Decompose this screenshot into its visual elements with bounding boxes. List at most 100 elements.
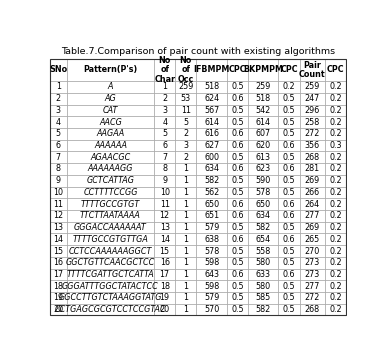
Bar xyxy=(196,222,227,234)
Text: 270: 270 xyxy=(305,246,320,256)
Bar xyxy=(248,198,278,210)
Bar xyxy=(175,128,196,140)
Text: 620: 620 xyxy=(256,141,271,150)
Bar xyxy=(67,175,154,187)
Bar xyxy=(300,105,325,116)
Text: 1: 1 xyxy=(183,176,188,185)
Text: 3: 3 xyxy=(183,141,188,150)
Text: 0.2: 0.2 xyxy=(329,176,342,185)
Bar xyxy=(67,292,154,304)
Bar xyxy=(50,151,67,163)
Text: 259: 259 xyxy=(178,83,193,91)
Bar xyxy=(154,268,175,280)
Bar xyxy=(278,175,300,187)
Bar xyxy=(50,163,67,175)
Text: 19: 19 xyxy=(160,293,170,302)
Text: 0.5: 0.5 xyxy=(231,83,244,91)
Text: 616: 616 xyxy=(204,129,219,138)
Bar xyxy=(67,140,154,151)
Bar xyxy=(50,81,67,93)
Text: 582: 582 xyxy=(256,223,271,232)
Text: GCTCATTAG: GCTCATTAG xyxy=(86,176,134,185)
Bar xyxy=(325,116,346,128)
Bar xyxy=(196,59,227,81)
Text: 0.5: 0.5 xyxy=(283,223,295,232)
Bar xyxy=(227,81,248,93)
Text: 0.6: 0.6 xyxy=(283,164,295,173)
Bar xyxy=(248,292,278,304)
Bar xyxy=(175,257,196,268)
Text: 1: 1 xyxy=(183,200,188,209)
Bar xyxy=(278,222,300,234)
Text: 1: 1 xyxy=(183,235,188,244)
Bar xyxy=(50,304,67,315)
Bar xyxy=(300,151,325,163)
Text: 582: 582 xyxy=(256,305,271,314)
Bar xyxy=(175,304,196,315)
Text: 13: 13 xyxy=(160,223,170,232)
Text: 265: 265 xyxy=(305,235,320,244)
Text: 16: 16 xyxy=(53,258,63,267)
Bar xyxy=(325,280,346,292)
Bar xyxy=(300,187,325,198)
Bar xyxy=(227,304,248,315)
Text: 0.2: 0.2 xyxy=(329,200,342,209)
Bar xyxy=(175,151,196,163)
Bar xyxy=(278,116,300,128)
Bar xyxy=(278,245,300,257)
Bar xyxy=(227,59,248,81)
Bar xyxy=(248,245,278,257)
Bar xyxy=(67,257,154,268)
Text: 11: 11 xyxy=(160,200,170,209)
Text: 567: 567 xyxy=(204,106,219,115)
Text: 0.2: 0.2 xyxy=(329,129,342,138)
Bar xyxy=(67,234,154,245)
Text: Pattern(P's): Pattern(P's) xyxy=(83,66,137,74)
Text: CPC: CPC xyxy=(229,66,246,74)
Bar xyxy=(227,245,248,257)
Text: 651: 651 xyxy=(204,211,219,220)
Text: 53: 53 xyxy=(181,94,191,103)
Text: 578: 578 xyxy=(204,246,219,256)
Text: GGGATTTGGCTATACTCC: GGGATTTGGCTATACTCC xyxy=(62,282,159,290)
Bar xyxy=(154,81,175,93)
Bar xyxy=(248,268,278,280)
Text: 259: 259 xyxy=(305,83,320,91)
Bar xyxy=(154,234,175,245)
Text: 0.5: 0.5 xyxy=(231,246,244,256)
Bar xyxy=(278,151,300,163)
Text: AGAACGC: AGAACGC xyxy=(90,153,130,162)
Bar xyxy=(248,175,278,187)
Text: TTTTCGATTGCTCATTA: TTTTCGATTGCTCATTA xyxy=(67,270,154,279)
Bar xyxy=(154,59,175,81)
Text: 269: 269 xyxy=(305,223,320,232)
Text: 13: 13 xyxy=(53,223,63,232)
Text: 600: 600 xyxy=(204,153,219,162)
Bar xyxy=(67,304,154,315)
Bar xyxy=(154,116,175,128)
Bar xyxy=(300,280,325,292)
Bar xyxy=(154,93,175,105)
Bar xyxy=(50,187,67,198)
Bar xyxy=(227,268,248,280)
Text: GGCTGTTCAACGCTCC: GGCTGTTCAACGCTCC xyxy=(66,258,155,267)
Bar xyxy=(325,268,346,280)
Text: SNo: SNo xyxy=(49,66,67,74)
Bar xyxy=(175,292,196,304)
Text: 277: 277 xyxy=(305,211,320,220)
Text: 0.5: 0.5 xyxy=(231,117,244,127)
Bar xyxy=(50,175,67,187)
Bar xyxy=(227,234,248,245)
Bar xyxy=(154,210,175,222)
Bar xyxy=(50,105,67,116)
Text: BKPMPM: BKPMPM xyxy=(243,66,283,74)
Bar xyxy=(300,268,325,280)
Bar xyxy=(196,257,227,268)
Text: 273: 273 xyxy=(305,270,320,279)
Text: 579: 579 xyxy=(204,223,219,232)
Bar xyxy=(50,245,67,257)
Text: 1: 1 xyxy=(183,188,188,197)
Bar xyxy=(227,222,248,234)
Text: 268: 268 xyxy=(305,153,320,162)
Bar xyxy=(227,163,248,175)
